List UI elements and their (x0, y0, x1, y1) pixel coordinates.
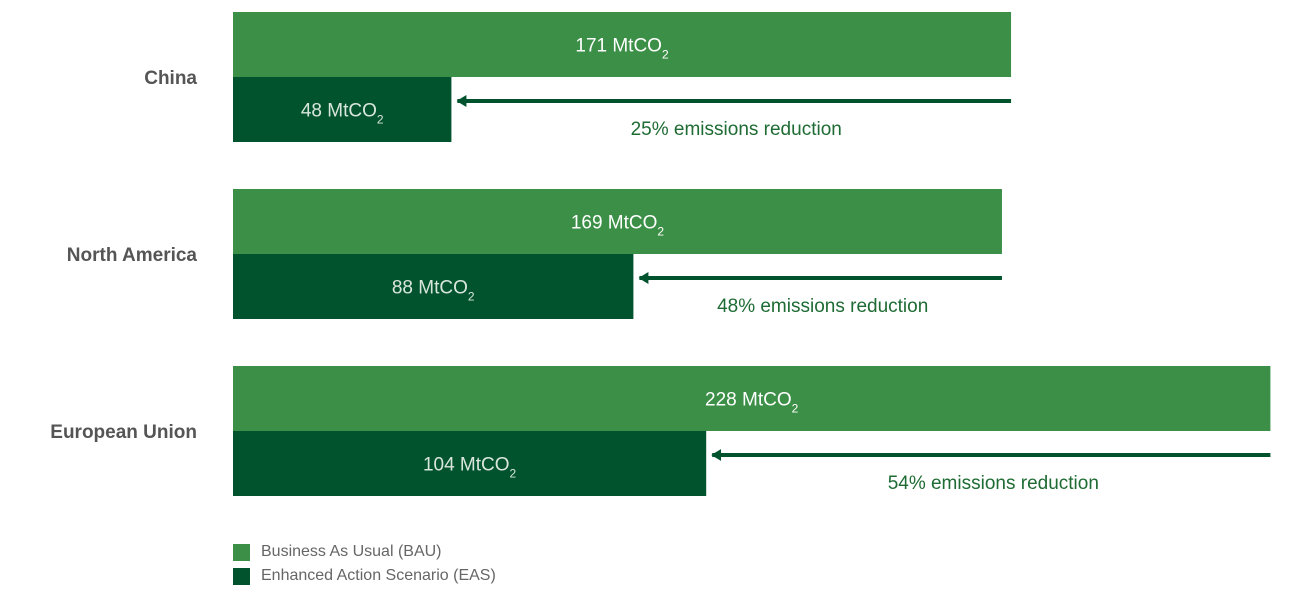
legend: Business As Usual (BAU) Enhanced Action … (233, 540, 496, 588)
bau-value-label-european-union: 228 MtCO2 (705, 390, 799, 416)
bau-value-label-china: 171 MtCO2 (575, 36, 669, 62)
eas-bar-european-union (233, 431, 707, 496)
reduction-label-north-america: 48% emissions reduction (717, 296, 928, 317)
category-label-european-union: European Union (50, 422, 197, 443)
reduction-label-china: 25% emissions reduction (631, 119, 842, 140)
legend-swatch-eas (233, 567, 250, 585)
category-label-china: China (144, 68, 197, 89)
legend-item-eas: Enhanced Action Scenario (EAS) (233, 564, 496, 588)
legend-label-eas: Enhanced Action Scenario (EAS) (261, 567, 496, 584)
eas-bar-china (233, 77, 452, 142)
bau-bar-european-union (233, 366, 1271, 431)
legend-label-bau: Business As Usual (BAU) (261, 543, 442, 560)
legend-item-bau: Business As Usual (BAU) (233, 540, 496, 564)
legend-swatch-bau (233, 543, 250, 561)
reduction-label-european-union: 54% emissions reduction (888, 473, 1099, 494)
eas-value-label-china: 48 MtCO2 (301, 101, 384, 127)
eas-bar-north-america (233, 254, 634, 319)
bau-value-label-north-america: 169 MtCO2 (571, 213, 665, 239)
eas-value-label-european-union: 104 MtCO2 (423, 455, 517, 481)
bau-bar-china (233, 12, 1012, 77)
bau-bar-north-america (233, 189, 1002, 254)
eas-value-label-north-america: 88 MtCO2 (392, 278, 475, 304)
category-label-north-america: North America (67, 245, 198, 266)
